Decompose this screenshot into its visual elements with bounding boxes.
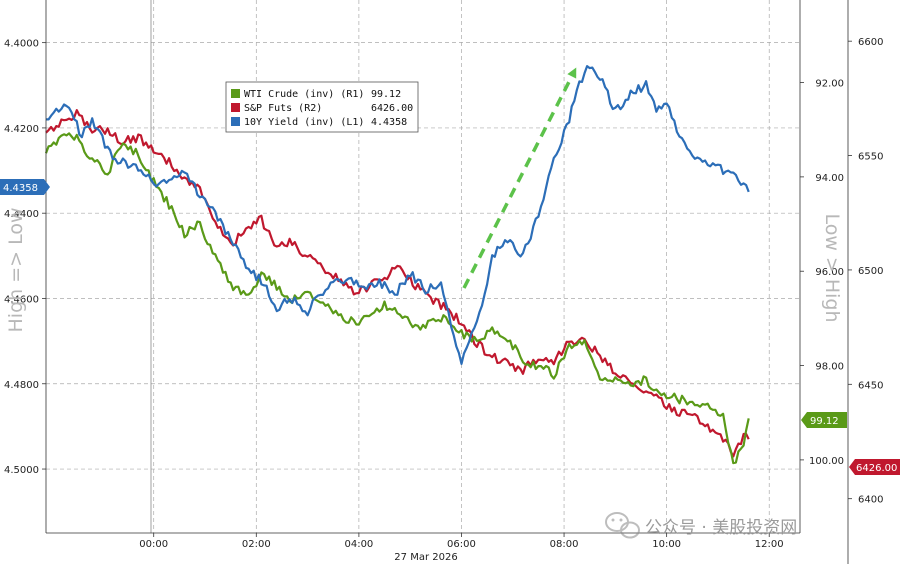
r2-tick-label: 6450 xyxy=(858,380,883,391)
left-tick-label: 4.4000 xyxy=(4,39,39,50)
x-axis: 00:00 02:00 04:00 06:00 08:00 10:00 12:00 xyxy=(139,533,784,550)
left-axis: 4.4000 4.4200 4.4400 4.4600 4.4800 4.5000 xyxy=(4,39,46,476)
x-date-label: 27 Mar 2026 xyxy=(394,552,457,563)
svg-text:WTI Crude (inv) (R1): WTI Crude (inv) (R1) xyxy=(244,89,364,100)
r2-axis: 6600 6550 6500 6450 6400 xyxy=(848,37,883,506)
svg-text:99.12: 99.12 xyxy=(371,89,401,100)
series-line-wti xyxy=(44,132,750,465)
r1-tick-label: 98.00 xyxy=(815,362,844,373)
left-tick-label: 4.4400 xyxy=(4,209,39,220)
series-line-spx xyxy=(45,108,750,458)
x-tick-label: 12:00 xyxy=(755,539,784,550)
svg-text:6426.00: 6426.00 xyxy=(856,463,897,474)
r2-tick-label: 6500 xyxy=(858,266,883,277)
legend-item-yield: 10Y Yield (inv) (L1) 4.4358 xyxy=(231,117,407,128)
svg-text:10Y Yield (inv) (L1): 10Y Yield (inv) (L1) xyxy=(244,117,364,128)
x-tick-label: 02:00 xyxy=(242,539,271,550)
right-axis-title: Low > High xyxy=(821,213,843,322)
x-tick-label: 06:00 xyxy=(447,539,476,550)
wti-last-tag: 99.12 xyxy=(801,412,847,428)
wechat-icon xyxy=(605,512,640,539)
svg-text:公众号 · 美股投资网: 公众号 · 美股投资网 xyxy=(645,518,797,538)
svg-text:4.4358: 4.4358 xyxy=(3,183,38,194)
x-tick-label: 00:00 xyxy=(139,539,168,550)
svg-text:4.4358: 4.4358 xyxy=(371,117,407,128)
left-tick-label: 4.5000 xyxy=(4,465,39,476)
r2-tick-label: 6550 xyxy=(858,152,883,163)
legend-item-wti: WTI Crude (inv) (R1) 99.12 xyxy=(231,89,401,100)
left-tick-label: 4.4800 xyxy=(4,380,39,391)
spx-last-tag: 6426.00 xyxy=(849,459,900,475)
r2-tick-label: 6400 xyxy=(858,495,883,506)
series-layer xyxy=(44,64,750,465)
r1-tick-label: 100.00 xyxy=(809,456,844,467)
x-tick-label: 08:00 xyxy=(550,539,579,550)
x-tick-label: 04:00 xyxy=(344,539,373,550)
r1-tick-label: 96.00 xyxy=(815,267,844,278)
svg-text:S&P Futs (R2): S&P Futs (R2) xyxy=(244,103,322,114)
svg-text:99.12: 99.12 xyxy=(810,416,839,427)
watermark: 公众号 · 美股投资网 xyxy=(605,512,797,539)
left-tick-label: 4.4200 xyxy=(4,124,39,135)
left-axis-title: High => Low xyxy=(5,207,27,332)
legend-item-spx: S&P Futs (R2) 6426.00 xyxy=(231,103,413,114)
trend-arrow xyxy=(462,67,577,289)
r1-tick-label: 94.00 xyxy=(815,173,844,184)
r1-axis: 92.00 94.00 96.00 98.00 100.00 xyxy=(800,79,844,467)
x-tick-label: 10:00 xyxy=(652,539,681,550)
svg-text:6426.00: 6426.00 xyxy=(371,103,413,114)
grid xyxy=(46,0,800,533)
r1-tick-label: 92.00 xyxy=(815,79,844,90)
legend: WTI Crude (inv) (R1) 99.12 S&P Futs (R2)… xyxy=(225,81,419,133)
left-tick-label: 4.4600 xyxy=(4,294,39,305)
series-line-yield xyxy=(46,64,750,365)
r2-tick-label: 6600 xyxy=(858,37,883,48)
yield-last-tag: 4.4358 xyxy=(0,179,50,195)
